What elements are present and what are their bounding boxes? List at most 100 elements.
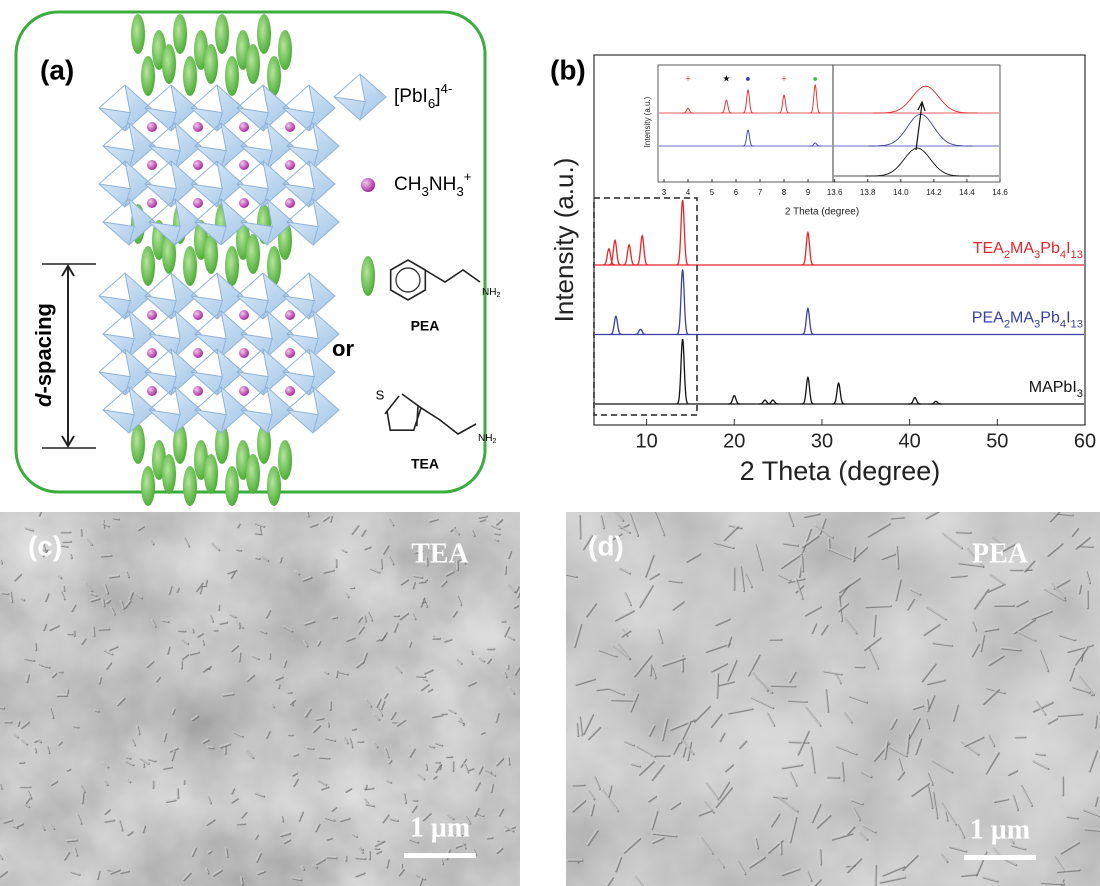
crystal: [278, 684, 279, 687]
crystal: [205, 580, 206, 584]
peak: [810, 85, 821, 113]
peak: [802, 233, 814, 266]
crystal: [365, 785, 366, 789]
organic-cation: [141, 466, 155, 506]
crystal: [280, 557, 281, 562]
crystal: [208, 747, 213, 748]
crystal: [34, 748, 35, 752]
organic-cation: [278, 440, 292, 480]
organic-cation: [204, 454, 218, 494]
crystal: [17, 721, 18, 725]
x-tick-label: 40: [899, 430, 921, 452]
y-axis-title: Intensity (a.u.): [643, 96, 652, 147]
crystal: [259, 527, 260, 533]
text-run: 3: [456, 184, 463, 199]
text-run: TEA: [973, 240, 1004, 257]
crystal: [364, 616, 365, 621]
ma-cation: [285, 310, 295, 320]
crystal: [487, 837, 492, 838]
ma-cation: [147, 160, 157, 170]
organic-cation: [257, 14, 271, 54]
crystal: [576, 723, 577, 735]
page: [PbI6]4-CH3NH3+NH2NH2 (a) or PEA TEA S d…: [0, 0, 1100, 886]
scale-bar: [964, 855, 1036, 860]
crystal: [70, 554, 71, 557]
crystal: [93, 626, 94, 635]
text-run: 2: [492, 438, 496, 445]
crystal: [491, 784, 492, 791]
crystal: [44, 665, 49, 666]
crystal: [241, 877, 242, 884]
organic-cation: [215, 14, 229, 54]
crystal: [73, 725, 77, 726]
crystal: [377, 840, 382, 841]
ma-cation: [239, 122, 249, 132]
crystal: [419, 581, 425, 582]
d-spacing-label: d-spacing: [31, 303, 56, 407]
text-run: 13: [1071, 318, 1083, 330]
crystal: [63, 586, 64, 590]
zoom-arrow: [916, 102, 925, 150]
ma-cation: [285, 386, 295, 396]
series-label: MAPbI3: [1029, 379, 1083, 400]
text-run: 2: [496, 292, 500, 299]
ma-cation: [361, 178, 375, 192]
peak: [682, 108, 693, 113]
peak: [778, 95, 789, 113]
crystal: [109, 575, 118, 576]
organic-cation: [278, 30, 292, 70]
crystal: [471, 650, 472, 653]
crystal: [611, 699, 633, 700]
x-tick-label: 14.6: [992, 188, 1008, 197]
peak: [676, 270, 688, 335]
amine-label: NH2: [478, 433, 496, 446]
ma-cation: [193, 160, 203, 170]
peak: [742, 130, 753, 146]
peak: [721, 100, 732, 113]
ma-cation: [285, 198, 295, 208]
crystal: [788, 700, 806, 701]
crystal: [307, 747, 313, 748]
crystal: [336, 670, 337, 676]
peak: [728, 396, 740, 404]
organic-cation: [141, 246, 155, 286]
sulfur-label: S: [376, 387, 385, 402]
ma-cation: [147, 198, 157, 208]
crystal: [352, 728, 355, 729]
ma-cation: [285, 122, 295, 132]
ma-cation: [193, 310, 203, 320]
crystal: [356, 857, 365, 858]
crystal: [891, 517, 903, 518]
x-tick-label: 4: [686, 188, 691, 197]
ma-cation: [239, 160, 249, 170]
panel-label: (b): [550, 54, 586, 85]
crystal: [10, 592, 11, 602]
organic-cation: [225, 56, 239, 96]
series-label: PEA2MA3Pb4I13: [972, 310, 1083, 331]
crystal: [481, 732, 484, 733]
x-tick-label: 13.6: [827, 188, 843, 197]
peak-marker: ●: [813, 73, 818, 83]
crystal: [103, 600, 104, 606]
d-spacing-italic: d: [31, 393, 56, 407]
d-spacing-text: -spacing: [31, 303, 56, 393]
ma-cation: [147, 310, 157, 320]
x-tick-label: 8: [782, 188, 787, 197]
text-run: PEA: [972, 310, 1004, 327]
organic-cation: [162, 44, 176, 84]
crystal: [62, 541, 70, 542]
organic-cation: [183, 466, 197, 506]
zoom-box: [594, 198, 697, 415]
ma-cation: [193, 198, 203, 208]
crystal: [239, 652, 240, 660]
peak: [742, 90, 753, 113]
ma-cation: [239, 348, 249, 358]
text-run: MAPbI: [1029, 379, 1077, 396]
peak: [909, 398, 921, 405]
peak: [802, 377, 814, 404]
crystal: [508, 757, 509, 763]
peak-marker: +: [685, 73, 690, 83]
organic-cation: [183, 56, 197, 96]
text-run: 3: [1077, 388, 1083, 400]
peak: [610, 316, 622, 334]
